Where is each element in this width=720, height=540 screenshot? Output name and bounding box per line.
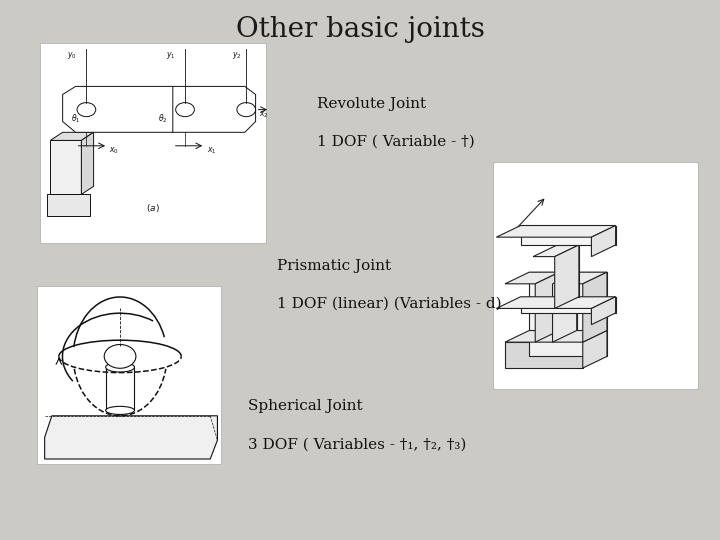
Polygon shape <box>582 272 607 342</box>
Text: $x_0$: $x_0$ <box>109 145 119 156</box>
Polygon shape <box>535 272 559 342</box>
Polygon shape <box>521 226 616 245</box>
Polygon shape <box>577 272 607 330</box>
Text: $\theta_2$: $\theta_2$ <box>158 112 168 125</box>
Polygon shape <box>557 245 579 297</box>
Polygon shape <box>47 194 90 216</box>
Circle shape <box>237 103 256 117</box>
Text: $x_2$: $x_2$ <box>259 109 269 119</box>
Polygon shape <box>505 272 559 284</box>
Text: $y_0$: $y_0$ <box>67 50 77 60</box>
Polygon shape <box>45 416 217 459</box>
Polygon shape <box>591 226 616 256</box>
Text: $(a)$: $(a)$ <box>146 201 160 214</box>
Ellipse shape <box>106 362 135 372</box>
Polygon shape <box>496 297 616 308</box>
Text: Other basic joints: Other basic joints <box>235 16 485 43</box>
FancyBboxPatch shape <box>37 286 221 464</box>
Polygon shape <box>521 297 616 313</box>
Polygon shape <box>552 272 607 284</box>
Circle shape <box>104 345 136 368</box>
FancyBboxPatch shape <box>493 162 698 389</box>
Text: Prismatic Joint: Prismatic Joint <box>277 259 392 273</box>
Polygon shape <box>529 330 607 356</box>
Polygon shape <box>533 245 579 256</box>
Text: 1 DOF ( Variable - †): 1 DOF ( Variable - †) <box>317 135 474 149</box>
Text: $y_2$: $y_2$ <box>232 50 241 60</box>
Polygon shape <box>591 297 616 325</box>
Text: $\theta_1$: $\theta_1$ <box>71 112 80 125</box>
Polygon shape <box>552 272 577 342</box>
Polygon shape <box>582 330 607 368</box>
Text: 1 DOF (linear) (Variables - d): 1 DOF (linear) (Variables - d) <box>277 297 502 311</box>
Polygon shape <box>173 86 256 132</box>
Polygon shape <box>505 342 582 368</box>
FancyBboxPatch shape <box>106 367 135 410</box>
Ellipse shape <box>106 406 135 415</box>
Polygon shape <box>50 140 81 194</box>
Polygon shape <box>496 226 616 237</box>
Polygon shape <box>529 272 559 330</box>
Text: Spherical Joint: Spherical Joint <box>248 400 363 414</box>
Polygon shape <box>505 330 607 342</box>
Text: $y_1$: $y_1$ <box>166 50 175 60</box>
FancyBboxPatch shape <box>40 43 266 243</box>
Circle shape <box>176 103 194 117</box>
Polygon shape <box>554 245 579 308</box>
Polygon shape <box>81 132 94 194</box>
Text: Revolute Joint: Revolute Joint <box>317 97 426 111</box>
Text: 3 DOF ( Variables - †₁, †₂, †₃): 3 DOF ( Variables - †₁, †₂, †₃) <box>248 437 467 451</box>
Circle shape <box>77 103 96 117</box>
Text: $x_1$: $x_1$ <box>207 145 216 156</box>
Polygon shape <box>63 86 187 132</box>
Polygon shape <box>50 132 94 140</box>
